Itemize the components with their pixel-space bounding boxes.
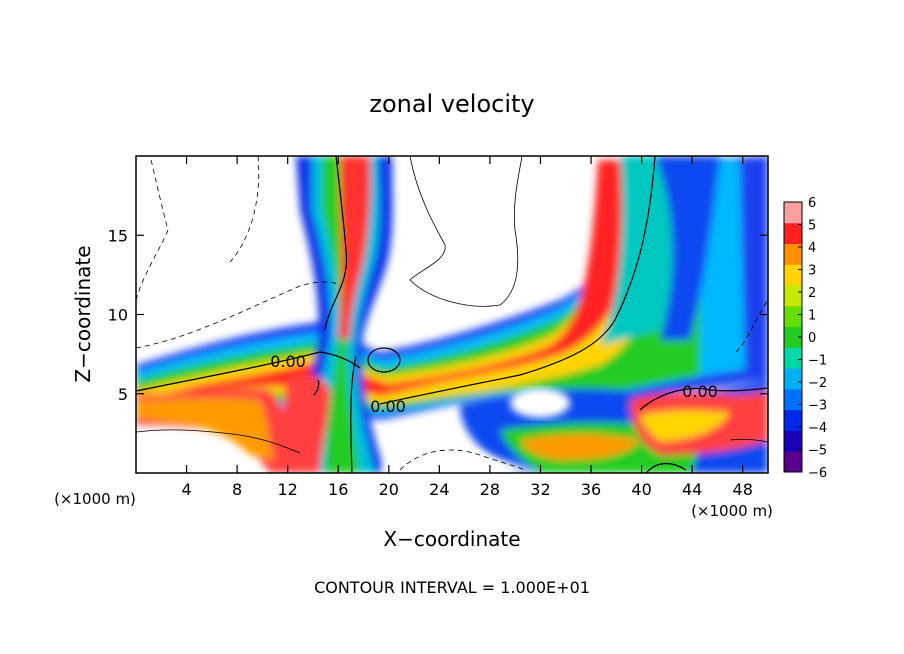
x-tick-label: 24	[429, 480, 449, 499]
colorbar-swatch	[784, 451, 802, 473]
y-axis: 5 10 15	[108, 226, 768, 404]
colorbar-swatch	[784, 326, 802, 348]
y-tick-label: 10	[108, 306, 128, 325]
colorbar-tick-label: 6	[808, 196, 816, 211]
colorbar-tick-label: −3	[808, 399, 827, 414]
x-axis-label: X−coordinate	[383, 527, 520, 551]
colorbar-swatch	[784, 347, 802, 369]
colorbar-swatch	[784, 305, 802, 328]
colorbar-swatch	[784, 368, 802, 390]
chart-title: zonal velocity	[369, 90, 534, 118]
colorbar-swatch	[784, 264, 802, 286]
x-tick-label: 16	[328, 480, 348, 499]
colorbar-swatch	[784, 222, 802, 245]
colorbar-swatch	[784, 430, 802, 452]
y-tick-label: 5	[118, 385, 128, 404]
colorbar-tick-label: −5	[808, 444, 827, 459]
colorbar-tick-label: −1	[808, 354, 827, 369]
x-axis-unit-right: (×1000 m)	[691, 502, 773, 520]
contour-interval-note: CONTOUR INTERVAL = 1.000E+01	[314, 578, 590, 597]
x-tick-label: 44	[682, 480, 702, 499]
colorbar-tick-label: −2	[808, 376, 827, 391]
colorbar-swatch	[784, 285, 802, 307]
heatmap-field	[136, 156, 768, 473]
contour-labels: 0.00 0.00 0.00	[270, 352, 718, 416]
x-tick-label: 48	[733, 480, 753, 499]
colorbar: 6 5 4 3 2 1 0 −1 −2 −3 −4 −5 −6	[783, 196, 827, 481]
colorbar-swatch	[784, 243, 802, 265]
colorbar-tick-label: 1	[808, 309, 816, 324]
colorbar-tick-label: 0	[808, 331, 816, 346]
colorbar-swatch	[784, 409, 802, 431]
x-axis-unit-left: (×1000 m)	[54, 490, 136, 508]
contour-label: 0.00	[370, 397, 406, 416]
x-tick-label: 12	[278, 480, 298, 499]
contour-label: 0.00	[682, 382, 718, 401]
x-tick-label: 20	[379, 480, 399, 499]
colorbar-tick-label: 5	[808, 219, 816, 234]
x-tick-label: 40	[631, 480, 651, 499]
x-tick-label: 28	[480, 480, 500, 499]
contour-label: 0.00	[270, 352, 306, 371]
x-tick-label: 36	[581, 480, 601, 499]
colorbar-swatch	[784, 388, 802, 411]
colorbar-tick-label: 2	[808, 286, 816, 301]
x-tick-label: 4	[181, 480, 191, 499]
colorbar-tick-label: −6	[808, 466, 827, 481]
colorbar-tick-label: 3	[808, 264, 816, 279]
colorbar-swatch	[784, 202, 802, 224]
x-axis: 4 8 12 16 20 24 28 32 36 40 44 48	[181, 156, 753, 499]
y-axis-label: Z−coordinate	[71, 245, 95, 382]
x-tick-label: 8	[232, 480, 242, 499]
y-tick-label: 15	[108, 226, 128, 245]
colorbar-tick-label: −4	[808, 421, 827, 436]
colorbar-tick-label: 4	[808, 241, 816, 256]
x-tick-label: 32	[530, 480, 550, 499]
